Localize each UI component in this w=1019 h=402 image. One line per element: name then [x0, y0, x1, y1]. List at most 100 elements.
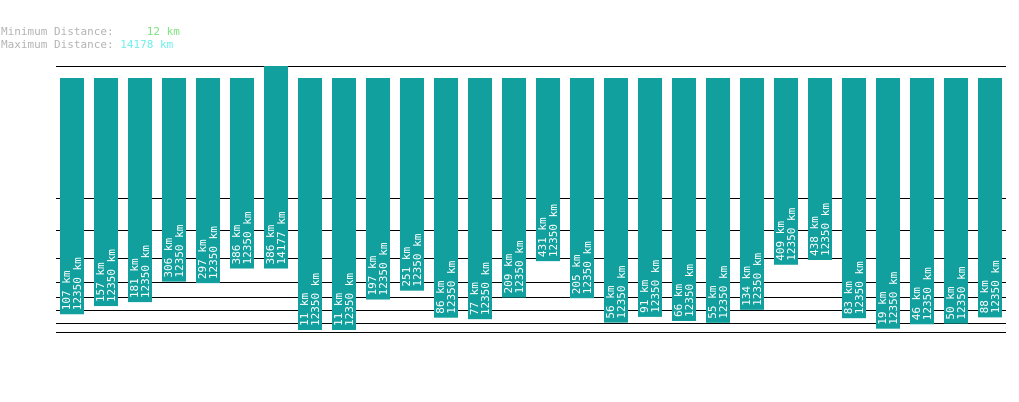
bar	[978, 78, 1002, 318]
minimum-distance-value: 12 km	[146, 25, 180, 38]
bar-label-bottom: 12350 km	[751, 252, 764, 305]
bar-label-bottom: 12350 km	[309, 273, 322, 326]
bar-label-top: 19 km	[876, 291, 889, 324]
bar	[502, 78, 526, 298]
bar-label-bottom: 12350 km	[377, 242, 390, 295]
bar	[876, 78, 900, 329]
bar-label-bottom: 12350 km	[819, 203, 832, 256]
bar-label-top: 205 km	[570, 254, 583, 294]
bar	[536, 78, 560, 262]
bar-label-top: 86 km	[434, 280, 447, 313]
bar-label-bottom: 12350 km	[105, 249, 118, 302]
bar-label-top: 11 km	[298, 293, 311, 326]
bar	[94, 78, 118, 307]
bar	[298, 78, 322, 330]
bar	[60, 78, 84, 315]
bar-label-bottom: 12350 km	[955, 266, 968, 319]
bar-label-top: 157 km	[94, 262, 107, 302]
bar	[400, 78, 424, 291]
bar-label-top: 306 km	[162, 238, 175, 278]
bar-label-top: 134 km	[740, 266, 753, 306]
bar-label-bottom: 12350 km	[513, 240, 526, 293]
bar-label-top: 107 km	[60, 270, 73, 310]
bar	[196, 78, 220, 284]
bar-label-top: 181 km	[128, 258, 141, 298]
bar-label-bottom: 12350 km	[887, 271, 900, 324]
bar-label-bottom: 12350 km	[173, 224, 186, 277]
bar-label-top: 50 km	[944, 286, 957, 319]
bar	[944, 78, 968, 324]
bar	[468, 78, 492, 320]
bar-label-top: 77 km	[468, 282, 481, 315]
bar	[332, 78, 356, 330]
bar-label-bottom: 12350 km	[479, 262, 492, 315]
bar	[264, 66, 288, 269]
bar-label-top: 386 km	[230, 224, 243, 264]
bar	[128, 78, 152, 303]
bar-label-bottom: 12350 km	[547, 204, 560, 257]
bar-label-top: 56 km	[604, 285, 617, 318]
bar-label-bottom: 12350 km	[411, 233, 424, 286]
bar-label-bottom: 12350 km	[717, 265, 730, 318]
bar-label-top: 431 km	[536, 217, 549, 257]
bar-label-bottom: 12350 km	[615, 265, 628, 318]
bar	[434, 78, 458, 318]
bar-label-bottom: 12350 km	[649, 260, 662, 313]
bar-label-top: 83 km	[842, 281, 855, 314]
bar	[910, 78, 934, 325]
minimum-distance-label: Minimum Distance:	[1, 25, 114, 38]
bar-label-top: 11 km	[332, 293, 345, 326]
bar-label-top: 251 km	[400, 247, 413, 287]
maximum-distance-row: Maximum Distance: 14178 km	[1, 38, 180, 51]
bar-label-top: 438 km	[808, 216, 821, 256]
bar-label-bottom: 12350 km	[139, 245, 152, 298]
bar	[842, 78, 866, 319]
bar-label-top: 88 km	[978, 280, 991, 313]
bar	[570, 78, 594, 299]
distance-summary: Minimum Distance: 12 km Maximum Distance…	[1, 25, 180, 51]
bar-label-top: 55 km	[706, 285, 719, 318]
bar	[706, 78, 730, 323]
bar-label-top: 197 km	[366, 255, 379, 295]
minimum-distance-row: Minimum Distance: 12 km	[1, 25, 180, 38]
bar	[774, 78, 798, 265]
bar-label-top: 66 km	[672, 283, 685, 316]
bar-label-bottom: 14177 km	[275, 211, 288, 264]
bar-label-bottom: 12350 km	[343, 273, 356, 326]
bar	[808, 78, 832, 260]
bar	[162, 78, 186, 282]
bar	[604, 78, 628, 323]
bar-label-bottom: 12350 km	[683, 264, 696, 317]
bar-label-top: 46 km	[910, 287, 923, 320]
bar-label-bottom: 12350 km	[445, 260, 458, 313]
bar-label-bottom: 12350 km	[207, 226, 220, 279]
bar-label-top: 209 km	[502, 253, 515, 293]
bar-label-bottom: 12350 km	[785, 207, 798, 260]
bar	[230, 78, 254, 269]
bar-label-bottom: 12350 km	[241, 211, 254, 264]
bar-label-top: 91 km	[638, 279, 651, 312]
bar-label-bottom: 12350 km	[581, 241, 594, 294]
